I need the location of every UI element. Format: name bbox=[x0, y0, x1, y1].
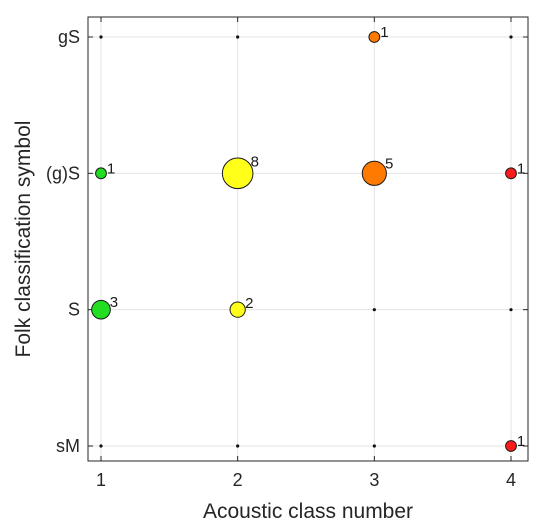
y-tick-label-S: S bbox=[68, 300, 80, 320]
count-label-3-gS: 1 bbox=[380, 24, 388, 41]
bubble-4-sM bbox=[505, 440, 517, 452]
y-tick-label-gS: (g)S bbox=[46, 163, 80, 183]
x-tick-label-2: 2 bbox=[233, 470, 243, 490]
bubble-1-gS bbox=[95, 167, 107, 180]
y-axis-label: Folk classification symbol bbox=[12, 121, 35, 358]
empty-dot bbox=[236, 444, 240, 448]
empty-dot bbox=[509, 308, 513, 312]
bubbles bbox=[91, 31, 517, 452]
bubble-1-S bbox=[91, 299, 111, 320]
bubble-2-S bbox=[229, 301, 246, 318]
y-tick-label-sM: sM bbox=[56, 436, 80, 456]
plot-area bbox=[88, 17, 528, 461]
count-labels: 1 3 8 2 1 5 1 1 bbox=[107, 24, 525, 450]
empty-cell-markers bbox=[99, 35, 513, 448]
count-label-4-sM: 1 bbox=[517, 433, 525, 450]
empty-dot bbox=[372, 308, 376, 312]
plot-frame bbox=[87, 16, 529, 462]
grid-lines bbox=[88, 17, 528, 461]
y-tick-label-gS: gS bbox=[58, 27, 80, 47]
empty-dot bbox=[509, 35, 513, 39]
empty-dot bbox=[372, 444, 376, 448]
count-label-4-gS: 1 bbox=[517, 160, 525, 177]
x-tick-label-1: 1 bbox=[96, 470, 106, 490]
count-label-1-gS: 1 bbox=[107, 160, 115, 177]
x-tick-label-4: 4 bbox=[506, 470, 516, 490]
empty-dot bbox=[236, 35, 240, 39]
bubble-3-gS bbox=[361, 160, 387, 186]
empty-dot bbox=[99, 444, 103, 448]
x-axis-label: Acoustic class number bbox=[203, 500, 413, 523]
y-axis-ticks: sM S (g)S gS bbox=[46, 27, 528, 456]
count-label-3-gS: 5 bbox=[385, 156, 393, 173]
count-label-2-S: 2 bbox=[245, 295, 253, 312]
count-label-1-S: 3 bbox=[110, 294, 118, 311]
empty-dot bbox=[99, 35, 103, 39]
bubble-3-gS bbox=[368, 31, 381, 43]
x-tick-label-3: 3 bbox=[369, 470, 379, 490]
bubble-4-gS bbox=[505, 167, 517, 180]
bubble-2-gS bbox=[221, 157, 254, 190]
x-axis-ticks: 1 2 3 4 bbox=[96, 17, 516, 490]
count-label-2-gS: 8 bbox=[251, 153, 259, 170]
